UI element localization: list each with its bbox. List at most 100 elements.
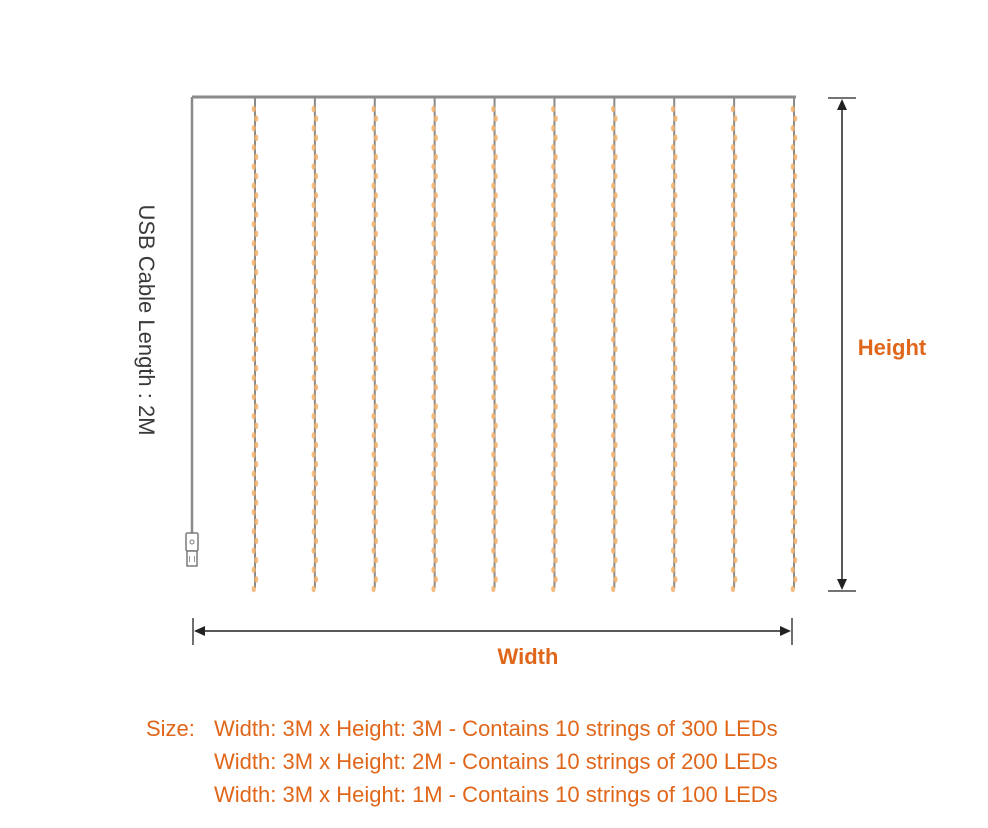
led-bulb [551,201,556,209]
led-bulb [431,470,436,478]
led-bulb [790,393,795,401]
led-bulb [491,240,496,247]
led-bulb [433,230,438,238]
led-bulb [254,576,259,583]
led-bulb [733,364,738,372]
led-bulb [551,124,556,132]
led-bulb [311,144,316,151]
led-bulb [433,480,438,487]
led-bulb [553,288,558,295]
led-bulb [670,470,676,478]
led-bulb [373,115,379,122]
led-bulb [491,259,496,266]
led-bulb [793,480,798,487]
led-bulb [611,105,616,113]
led-string [790,97,798,593]
led-bulb [251,470,256,478]
led-bulb [431,508,436,516]
led-bulb [670,566,676,574]
led-bulb [254,537,259,545]
led-bulb [373,460,379,468]
led-bulb [551,144,556,151]
led-bulb [551,547,556,554]
led-bulb [491,547,496,554]
led-bulb [251,566,256,574]
led-bulb [251,547,256,554]
led-bulb [431,566,436,574]
led-bulb [311,374,316,382]
led-bulb [433,441,438,449]
led-bulb [491,182,496,190]
led-bulb [433,422,438,430]
led-bulb [373,268,379,276]
led-bulb [551,566,556,574]
led-bulb [730,240,736,247]
led-bulb [673,460,678,468]
led-bulb [371,508,376,516]
led-bulb [431,278,436,286]
led-bulb [373,134,379,142]
led-bulb [670,105,676,113]
led-bulb [793,537,798,545]
led-bulb [493,211,498,218]
led-bulb [790,163,795,170]
led-bulb [793,364,798,372]
led-bulb [493,115,498,122]
led-bulb [670,412,676,420]
led-bulb [431,201,436,209]
led-bulb [251,374,256,382]
led-bulb [373,518,379,526]
led-bulb [611,259,616,266]
led-bulb [673,211,678,218]
led-bulb [613,460,618,468]
led-bulb [433,518,438,526]
led-bulb [673,422,678,430]
led-bulb [311,566,316,574]
led-bulb [493,518,498,526]
led-bulb [793,115,798,122]
led-bulb [433,288,438,295]
led-bulb [790,374,795,382]
led-bulb [311,528,316,535]
led-bulb [553,211,558,218]
led-bulb [371,547,376,554]
led-bulb [373,480,379,487]
led-bulb [613,403,618,410]
led-bulb [673,576,678,583]
led-bulb [793,192,798,199]
led-bulb [670,393,676,401]
led-bulb [431,451,436,458]
led-bulb [790,412,795,420]
led-bulb [371,259,376,266]
led-bulb [311,489,316,497]
led-bulb [733,211,738,218]
led-bulb [611,220,616,228]
led-bulb [491,144,496,151]
led-bulb [311,259,316,266]
led-bulb [311,105,316,113]
led-bulb [311,585,316,593]
led-bulb [613,576,618,583]
led-bulb [371,355,376,362]
led-bulb [251,278,256,286]
led-bulb [311,470,316,478]
led-bulb [553,307,558,314]
led-bulb [733,480,738,487]
led-bulb [311,163,316,170]
led-bulb [254,115,259,122]
led-bulb [251,412,256,420]
led-bulb [371,201,376,209]
arrow-down-icon [837,579,847,590]
led-bulb [730,528,736,535]
led-bulb [673,345,678,353]
led-string [611,97,618,593]
led-bulb [431,220,436,228]
led-bulb [670,489,676,497]
led-bulb [611,240,616,247]
led-bulb [313,230,319,238]
led-bulb [793,268,798,276]
led-bulb [673,307,678,314]
led-bulb [254,192,259,199]
led-bulb [431,432,436,439]
led-bulb [730,393,736,401]
